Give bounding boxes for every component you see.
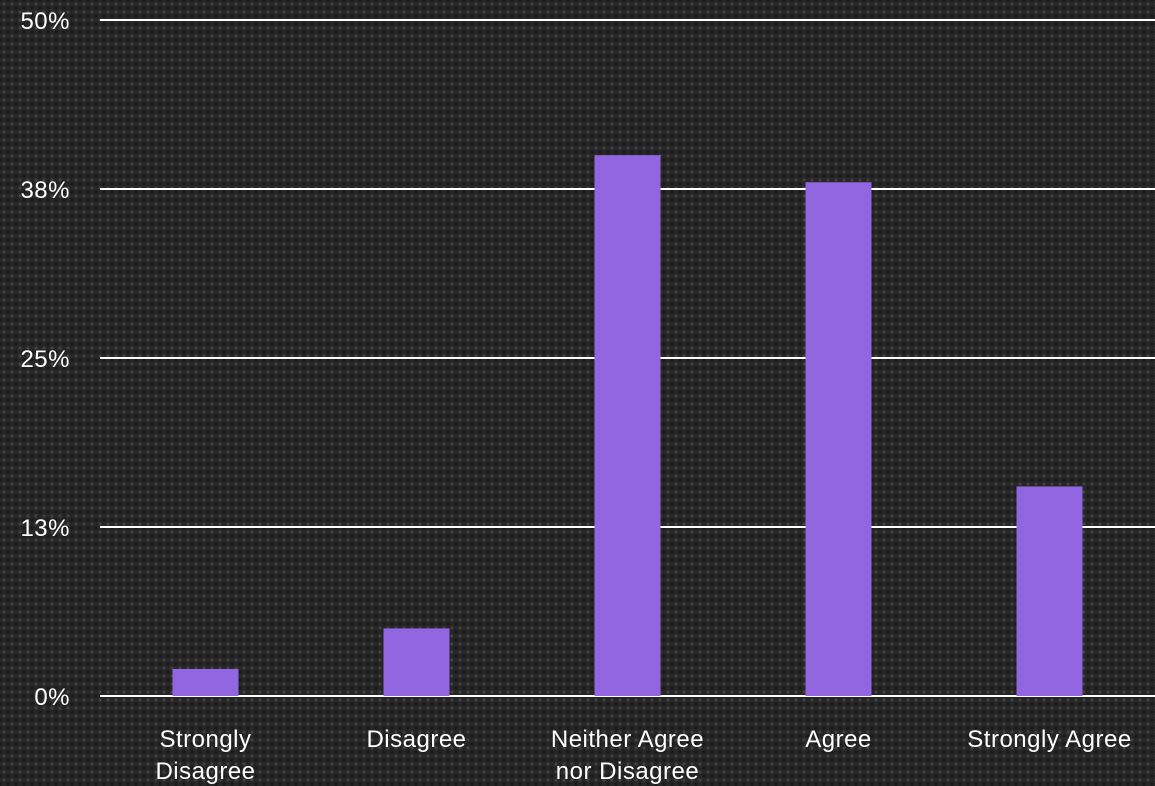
y-tick-label: 25% bbox=[20, 346, 70, 373]
y-tick-label: 50% bbox=[20, 8, 70, 35]
x-axis-tick-labels: Strongly Disagree Disagree Neither Agree nor… bbox=[155, 726, 1131, 785]
x-tick-label-line: Agree bbox=[805, 726, 872, 753]
y-axis-tick-labels: 0% 13% 25% 38% 50% bbox=[20, 8, 70, 711]
bar bbox=[172, 668, 239, 696]
bar bbox=[805, 182, 872, 697]
x-tick-label: Disagree bbox=[366, 726, 466, 753]
x-tick-label-line: nor Disagree bbox=[556, 758, 699, 785]
x-tick-label: Agree bbox=[805, 726, 872, 753]
x-tick-label-line: Strongly Agree bbox=[967, 726, 1131, 753]
x-tick-label-line: Strongly bbox=[159, 726, 251, 753]
bar bbox=[594, 155, 661, 696]
bar bbox=[1016, 486, 1083, 696]
x-tick-label: Strongly Agree bbox=[967, 726, 1131, 753]
x-tick-label-line: Disagree bbox=[155, 758, 255, 785]
x-tick-label-line: Disagree bbox=[366, 726, 466, 753]
x-tick-label-line: Neither Agree bbox=[551, 726, 704, 753]
x-tick-label: Strongly Disagree bbox=[155, 726, 255, 785]
bar bbox=[383, 628, 450, 696]
y-tick-label: 13% bbox=[20, 515, 70, 542]
x-tick-label: Neither Agree nor Disagree bbox=[551, 726, 704, 785]
y-tick-label: 38% bbox=[20, 177, 70, 204]
bars bbox=[172, 155, 1083, 697]
y-tick-label: 0% bbox=[34, 684, 70, 711]
